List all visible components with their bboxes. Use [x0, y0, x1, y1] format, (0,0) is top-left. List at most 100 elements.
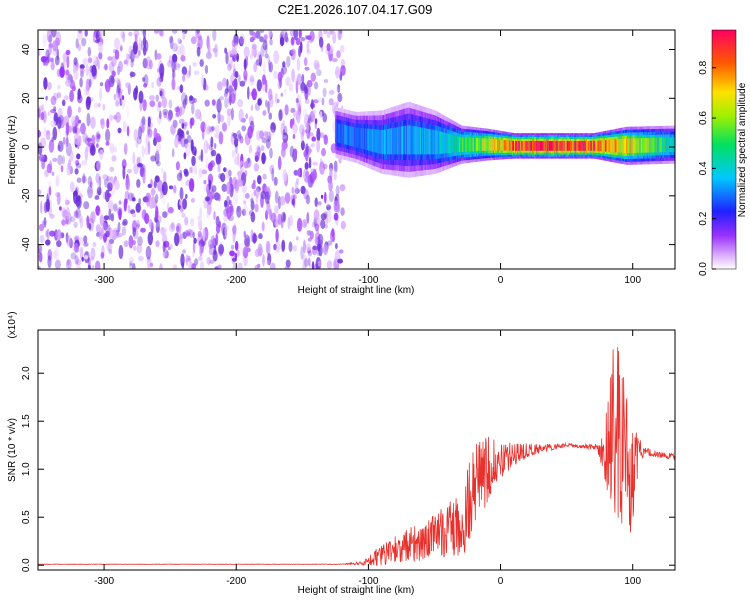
noise-blob — [241, 125, 247, 132]
noise-blob — [191, 146, 197, 156]
signal-cell — [610, 139, 612, 152]
noise-blob — [192, 231, 195, 239]
noise-blob — [103, 215, 110, 221]
noise-blob — [105, 141, 110, 146]
noise-blob — [274, 205, 279, 214]
noise-blob — [182, 249, 187, 254]
noise-blob — [296, 218, 303, 232]
noise-blob — [45, 130, 51, 141]
noise-blob — [328, 98, 334, 106]
signal-cell — [515, 141, 517, 151]
noise-blob — [177, 37, 181, 44]
noise-blob — [243, 75, 247, 83]
noise-blob — [243, 69, 248, 81]
signal-cell — [408, 125, 410, 155]
noise-blob — [324, 191, 327, 204]
noise-blob — [198, 167, 203, 179]
signal-cell — [525, 141, 528, 151]
noise-blob — [176, 172, 183, 182]
noise-blob — [269, 129, 276, 137]
signal-cell — [656, 137, 659, 153]
noise-blob — [340, 65, 346, 76]
noise-blob — [255, 144, 261, 158]
noise-blob — [239, 33, 246, 45]
noise-blob — [194, 165, 198, 175]
noise-blob — [74, 235, 80, 242]
noise-blob — [108, 208, 112, 221]
noise-blob — [63, 95, 69, 101]
noise-blob — [114, 77, 121, 84]
noise-blob — [270, 262, 276, 269]
noise-blob — [322, 163, 328, 170]
noise-blob — [310, 72, 316, 82]
noise-blob — [212, 47, 218, 53]
noise-blob — [305, 194, 311, 205]
noise-blob — [233, 223, 237, 237]
noise-blob — [98, 210, 104, 216]
noise-blob — [73, 210, 79, 218]
noise-blob — [198, 219, 203, 229]
signal-cell — [639, 138, 642, 153]
noise-blob — [88, 78, 92, 88]
signal-cell — [575, 141, 578, 151]
signal-cell — [336, 122, 339, 143]
noise-blob — [284, 32, 288, 43]
colorbar-gradient — [711, 29, 737, 270]
noise-blob — [208, 246, 214, 256]
signal-cell — [497, 139, 499, 151]
noise-blob — [322, 244, 329, 255]
signal-cell — [602, 140, 605, 152]
snr-x-tick-label: -100 — [358, 576, 378, 587]
noise-blob — [317, 97, 322, 103]
noise-blob — [147, 231, 153, 246]
signal-cell — [643, 138, 645, 153]
noise-blob — [254, 155, 259, 162]
noise-blob — [218, 131, 224, 145]
noise-blob — [66, 258, 72, 269]
noise-blob — [132, 213, 137, 218]
signal-cell — [542, 141, 545, 151]
signal-cell — [543, 141, 546, 151]
noise-blob — [147, 122, 151, 136]
noise-blob — [159, 263, 163, 269]
noise-blob — [108, 238, 115, 244]
noise-blob — [123, 142, 128, 155]
signal-cell — [612, 139, 615, 153]
signal-cell — [365, 128, 367, 150]
signal-cell — [367, 128, 369, 151]
noise-blob — [273, 176, 278, 186]
noise-blob — [163, 171, 167, 185]
noise-blob — [292, 134, 296, 139]
noise-blob — [333, 212, 339, 221]
noise-blob — [196, 30, 201, 34]
noise-blob — [274, 240, 281, 253]
signal-cell — [611, 139, 613, 152]
noise-blob — [109, 166, 115, 172]
signal-cell — [484, 138, 487, 151]
noise-blob — [296, 236, 299, 241]
noise-blob — [38, 108, 41, 118]
noise-blob — [314, 81, 319, 90]
noise-blob — [317, 260, 322, 267]
noise-blob — [210, 147, 215, 157]
noise-blob — [307, 174, 313, 188]
signal-cell — [396, 127, 399, 155]
noise-blob — [142, 36, 147, 48]
noise-blob — [247, 126, 253, 139]
noise-blob — [327, 240, 333, 246]
noise-blob — [224, 200, 228, 208]
signal-cell — [488, 138, 491, 151]
signal-cell — [544, 141, 547, 151]
noise-blob — [277, 156, 282, 171]
noise-blob — [193, 70, 200, 76]
noise-blob — [296, 73, 302, 86]
noise-blob — [330, 143, 337, 154]
signal-cell — [449, 134, 452, 153]
noise-blob — [185, 258, 189, 263]
colorbar-tick-label: 0.8 — [698, 60, 709, 74]
signal-cell — [636, 138, 639, 153]
signal-cell — [589, 141, 591, 151]
noise-blob — [210, 235, 215, 248]
noise-blob — [227, 113, 231, 127]
noise-blob — [292, 188, 298, 196]
